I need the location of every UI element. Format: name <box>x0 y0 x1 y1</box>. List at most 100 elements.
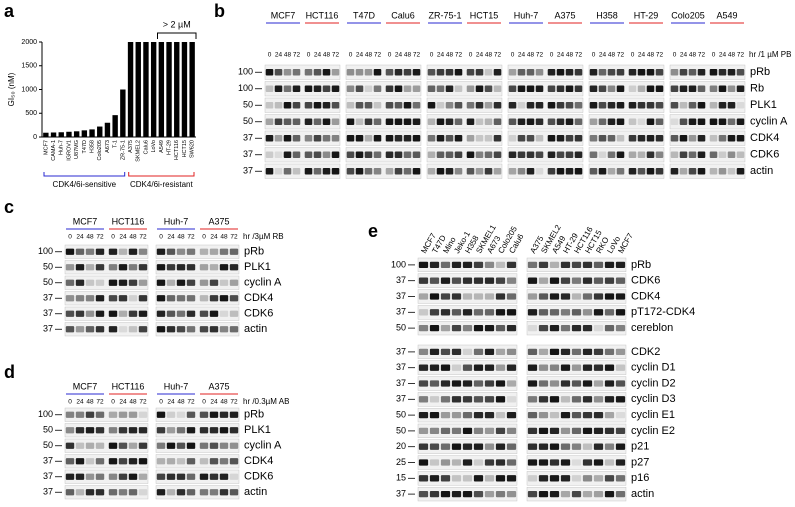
band <box>646 101 655 109</box>
band <box>506 490 517 498</box>
band <box>549 309 560 316</box>
bar <box>104 122 111 137</box>
band <box>85 411 95 418</box>
band <box>454 101 463 109</box>
band <box>473 293 484 300</box>
band <box>538 475 549 482</box>
band <box>495 261 506 269</box>
band <box>418 427 429 435</box>
band <box>607 167 616 175</box>
band <box>526 68 535 76</box>
blot-strip <box>64 291 149 306</box>
band <box>493 68 502 76</box>
band <box>445 85 454 93</box>
band <box>85 248 95 255</box>
band <box>508 85 517 93</box>
timepoint: 72 <box>96 234 104 241</box>
band <box>209 427 219 434</box>
band <box>364 134 373 142</box>
band <box>517 85 526 93</box>
mw-marker: 15 <box>396 473 406 483</box>
blot-strip <box>264 130 341 146</box>
band <box>75 295 85 302</box>
timepoint: 48 <box>446 52 454 59</box>
band <box>615 277 626 284</box>
band <box>166 427 176 434</box>
band <box>451 364 462 371</box>
band <box>304 85 313 93</box>
band <box>355 68 364 76</box>
band <box>709 101 718 109</box>
band <box>508 167 517 175</box>
blot-strip <box>155 454 240 469</box>
bar <box>89 129 95 137</box>
band <box>571 261 582 269</box>
band <box>108 489 118 496</box>
band <box>445 101 454 109</box>
mw-marker: 25 <box>396 457 406 467</box>
band <box>593 324 604 332</box>
band <box>709 68 718 76</box>
timepoint: 48 <box>647 52 655 59</box>
band <box>565 101 574 109</box>
blot-strip <box>264 97 341 113</box>
band <box>484 490 495 498</box>
band <box>429 427 440 435</box>
timepoint: 0 <box>202 399 206 406</box>
mw-marker: 37 <box>43 293 53 303</box>
band <box>412 68 421 76</box>
band <box>199 248 209 255</box>
timepoint: 0 <box>268 52 272 59</box>
band <box>688 118 697 126</box>
band <box>346 101 355 109</box>
band <box>95 326 105 333</box>
band <box>535 134 544 142</box>
band <box>440 364 451 371</box>
band <box>615 261 626 269</box>
band <box>736 68 745 76</box>
timepoint: 72 <box>413 52 421 59</box>
annotation-bracket <box>157 32 197 39</box>
band <box>473 324 484 332</box>
band <box>589 118 598 126</box>
band <box>688 68 697 76</box>
band <box>727 134 736 142</box>
timepoint: 24 <box>275 52 283 59</box>
timepoint: 48 <box>527 52 535 59</box>
band <box>655 118 664 126</box>
band <box>451 459 462 466</box>
band <box>593 293 604 300</box>
cell-line-name: H358 <box>596 10 618 20</box>
band <box>265 68 274 76</box>
band <box>493 118 502 126</box>
protein-label: CDK4 <box>244 292 273 304</box>
band <box>95 411 105 418</box>
band <box>313 85 322 93</box>
timepoint: 0 <box>111 234 115 241</box>
band <box>604 364 615 371</box>
band <box>495 324 506 332</box>
band <box>473 459 484 466</box>
band <box>560 396 571 403</box>
band <box>538 411 549 419</box>
band <box>574 68 583 76</box>
band <box>616 167 625 175</box>
band <box>219 248 229 255</box>
band <box>560 293 571 300</box>
timepoint: 24 <box>76 399 84 406</box>
band <box>451 427 462 435</box>
band <box>475 134 484 142</box>
band <box>466 167 475 175</box>
band <box>679 167 688 175</box>
band <box>484 134 493 142</box>
blot-strip <box>345 97 422 113</box>
x-tick-label: A549 <box>159 140 165 153</box>
blot-strip <box>507 114 584 130</box>
band <box>556 118 565 126</box>
band <box>506 459 517 466</box>
band <box>593 364 604 371</box>
band <box>118 489 128 496</box>
band <box>615 475 626 482</box>
band <box>219 326 229 333</box>
band <box>385 68 394 76</box>
